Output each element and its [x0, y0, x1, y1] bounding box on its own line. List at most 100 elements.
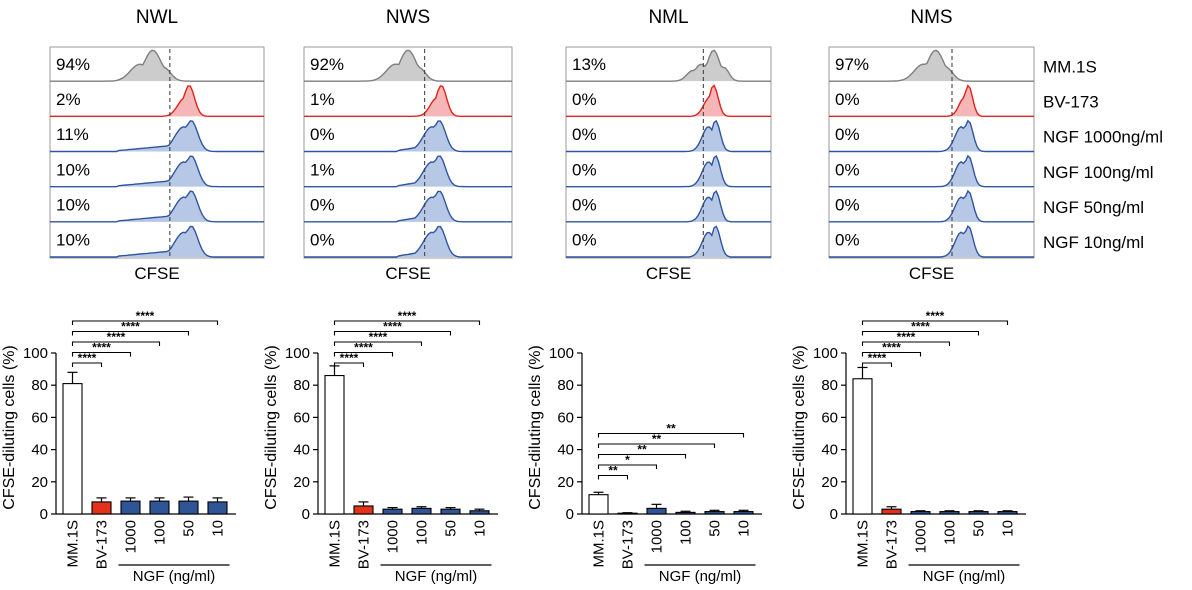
- y-tick-label: 100: [23, 345, 48, 362]
- histogram-percent: 0%: [572, 125, 597, 144]
- histogram-fill: [304, 50, 512, 82]
- y-tick-label: 100: [285, 345, 310, 362]
- flow-panel-title: NMS: [910, 7, 952, 28]
- bar: [411, 507, 432, 515]
- bar: [382, 508, 403, 515]
- y-tick-label: 60: [31, 409, 48, 426]
- histogram-percent: 0%: [572, 90, 597, 109]
- histogram-percent: 11%: [56, 125, 89, 144]
- y-tick-label: 0: [830, 506, 838, 523]
- significance-label: **: [666, 422, 676, 436]
- category-label: 1000: [385, 520, 402, 553]
- category-label: 100: [678, 520, 695, 545]
- bar: [881, 508, 902, 515]
- histogram-percent: 13%: [572, 55, 606, 74]
- histogram-percent: 0%: [310, 196, 335, 215]
- group-label: NGF (ng/ml): [659, 568, 742, 585]
- y-tick-label: 20: [557, 474, 574, 491]
- histogram-percent: 0%: [835, 160, 860, 179]
- significance-bracket: [71, 341, 161, 346]
- histogram-trace: [304, 225, 512, 258]
- histogram-trace: [566, 155, 771, 188]
- histogram-fill: [50, 50, 264, 82]
- category-label: 50: [707, 520, 724, 537]
- significance-label: **: [608, 464, 618, 478]
- group-label: NGF (ng/ml): [395, 568, 478, 585]
- category-label: 100: [942, 520, 959, 545]
- bar: [617, 512, 638, 515]
- significance-bracket: [71, 351, 132, 357]
- significance-label: ****: [107, 330, 126, 344]
- histogram-percent: 0%: [835, 231, 860, 250]
- category-label: MM.1S: [327, 520, 344, 568]
- histogram-trace: [566, 225, 771, 258]
- histogram-trace: [304, 190, 512, 223]
- y-tick-label: 40: [293, 442, 310, 459]
- histogram-fill: [829, 226, 1034, 257]
- histogram-percent: 0%: [310, 125, 335, 144]
- y-tick-label: 40: [557, 442, 574, 459]
- category-label: 10: [210, 520, 227, 537]
- histogram-fill: [829, 155, 1034, 187]
- histogram-fill: [566, 85, 771, 117]
- bar: [646, 507, 667, 515]
- histogram-fill: [50, 86, 264, 117]
- flow-panel-title: NWS: [386, 7, 430, 28]
- histogram-fill: [304, 85, 512, 117]
- flow-panel-title: NML: [648, 7, 688, 28]
- y-tick-label: 60: [821, 409, 838, 426]
- histogram-trace: [829, 119, 1034, 153]
- y-tick-label: 100: [813, 345, 838, 362]
- flow-xlabel: CFSE: [646, 264, 691, 283]
- row-label: BV-173: [1043, 92, 1099, 111]
- histogram-trace: [50, 190, 264, 223]
- bar: [207, 501, 228, 515]
- histogram-fill: [566, 191, 771, 222]
- significance-label: ****: [92, 341, 111, 355]
- row-label: NGF 100ng/ml: [1043, 163, 1154, 182]
- y-tick-label: 40: [821, 442, 838, 459]
- histogram-fill: [566, 226, 771, 257]
- row-label: MM.1S: [1043, 57, 1097, 76]
- y-tick-label: 20: [293, 474, 310, 491]
- histogram-percent: 1%: [310, 160, 335, 179]
- bar: [440, 508, 461, 515]
- histogram-percent: 1%: [310, 90, 335, 109]
- histogram-fill: [304, 121, 512, 152]
- category-label: 50: [971, 520, 988, 537]
- significance-bracket: [861, 362, 893, 367]
- category-label: 10: [1000, 520, 1017, 537]
- row-label: NGF 10ng/ml: [1043, 233, 1144, 252]
- histogram-fill: [566, 120, 771, 152]
- significance-bracket: [71, 362, 103, 367]
- histogram-percent: 10%: [56, 196, 90, 215]
- significance-label: **: [637, 443, 647, 457]
- y-tick-label: 80: [821, 377, 838, 394]
- significance-label: ****: [340, 351, 359, 365]
- bar: [62, 383, 83, 515]
- histogram-fill: [829, 191, 1034, 222]
- bar: [324, 374, 345, 515]
- significance-label: ****: [926, 309, 945, 323]
- y-axis-label: CFSE-diluting cells (%): [791, 345, 808, 509]
- histogram-percent: 0%: [835, 125, 860, 144]
- histogram-trace: [304, 120, 512, 153]
- y-axis-label: CFSE-diluting cells (%): [527, 345, 544, 509]
- y-tick-label: 0: [302, 506, 310, 523]
- y-tick-label: 0: [566, 506, 574, 523]
- bar: [733, 511, 754, 515]
- bar: [997, 511, 1018, 515]
- group-label: NGF (ng/ml): [133, 568, 216, 585]
- y-tick-label: 0: [40, 506, 48, 523]
- category-label: MM.1S: [591, 520, 608, 568]
- category-label: 100: [152, 520, 169, 545]
- bar: [968, 511, 989, 515]
- histogram-percent: 10%: [56, 160, 90, 179]
- histogram-trace: [829, 84, 1034, 117]
- histogram-trace: [566, 49, 771, 82]
- significance-label: ****: [369, 330, 388, 344]
- significance-bracket: [333, 351, 394, 357]
- flow-panel-frame: [828, 46, 1035, 259]
- histogram-fill: [304, 156, 512, 187]
